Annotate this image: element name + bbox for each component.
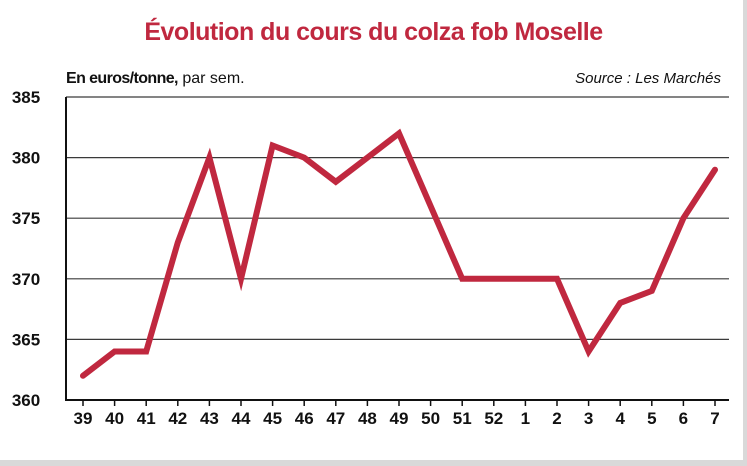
source-label: Source : Les Marchés	[575, 70, 721, 87]
y-tick-label: 360	[12, 391, 40, 410]
x-tick-label: 43	[200, 409, 219, 428]
x-tick-label: 40	[105, 409, 124, 428]
unit-label: En euros/tonne, par sem.	[66, 70, 245, 88]
x-tick-label: 49	[390, 409, 409, 428]
x-tick-label: 39	[74, 409, 93, 428]
x-tick-label: 51	[453, 409, 472, 428]
y-tick-label: 365	[12, 330, 40, 349]
chart-title: Évolution du cours du colza fob Moselle	[144, 18, 603, 46]
unit-label-bold: En euros/tonne,	[66, 70, 179, 87]
y-tick-label: 380	[12, 149, 40, 168]
x-tick-label: 41	[137, 409, 156, 428]
x-tick-label: 50	[421, 409, 440, 428]
x-tick-label: 2	[552, 409, 561, 428]
x-tick-label: 4	[615, 409, 625, 428]
x-tick-label: 7	[710, 409, 719, 428]
x-tick-label: 6	[679, 409, 688, 428]
x-tick-label: 5	[647, 409, 656, 428]
x-tick-label: 45	[263, 409, 282, 428]
x-tick-label: 46	[295, 409, 314, 428]
x-tick-label: 3	[584, 409, 593, 428]
x-tick-label: 44	[232, 409, 251, 428]
y-tick-label: 375	[12, 209, 40, 228]
x-tick-label: 1	[521, 409, 530, 428]
series-line	[80, 128, 718, 379]
x-tick-label: 48	[358, 409, 377, 428]
x-tick-label: 52	[484, 409, 503, 428]
x-tick-label: 42	[168, 409, 187, 428]
unit-label-rest: par sem.	[177, 70, 245, 87]
x-tick-label: 47	[326, 409, 345, 428]
y-tick-label: 370	[12, 270, 40, 289]
y-tick-label: 385	[12, 88, 40, 107]
